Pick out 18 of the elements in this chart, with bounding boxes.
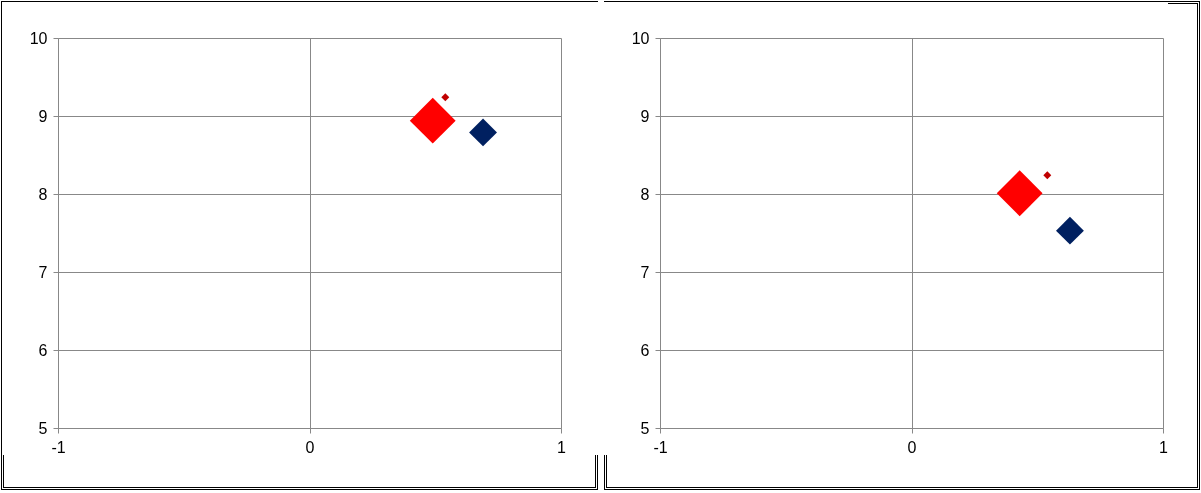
y-tick-label: 8 (38, 185, 48, 203)
y-tick-label: 9 (640, 107, 650, 125)
x-tick-label: 0 (305, 438, 315, 456)
y-tick-label: 7 (640, 263, 650, 281)
x-tick-label: 0 (907, 438, 917, 456)
x-tick-label: 1 (1159, 438, 1169, 456)
y-tick-label: 5 (38, 419, 48, 437)
x-tick-label: -1 (653, 438, 668, 456)
x-tick-label: 1 (557, 438, 567, 456)
y-tick-label: 8 (640, 185, 650, 203)
y-tick-label: 5 (640, 419, 650, 437)
y-tick-label: 10 (631, 29, 650, 47)
y-tick-label: 9 (38, 107, 48, 125)
y-tick-label: 10 (29, 29, 48, 47)
y-tick-label: 7 (38, 263, 48, 281)
y-tick-label: 6 (640, 341, 650, 359)
x-tick-label: -1 (51, 438, 66, 456)
y-tick-label: 6 (38, 341, 48, 359)
